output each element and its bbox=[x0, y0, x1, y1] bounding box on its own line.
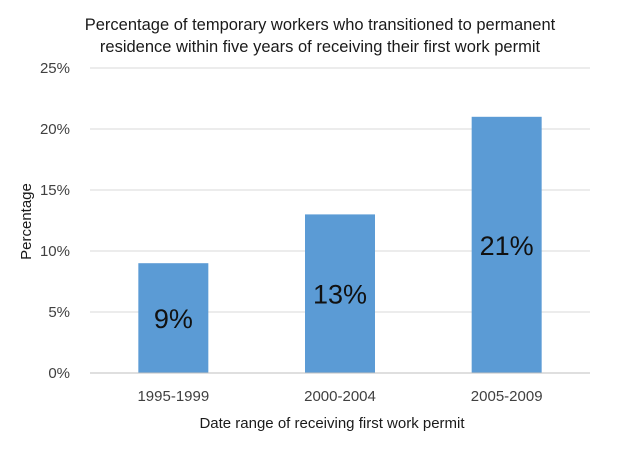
y-tick-label: 20% bbox=[40, 121, 70, 138]
y-tick-label: 10% bbox=[40, 243, 70, 260]
x-axis-title: Date range of receiving first work permi… bbox=[199, 415, 465, 432]
x-tick-label: 2005-2009 bbox=[471, 388, 543, 405]
chart-title-line-1: Percentage of temporary workers who tran… bbox=[84, 16, 556, 34]
x-tick-label: 2000-2004 bbox=[304, 388, 376, 405]
bar bbox=[305, 214, 375, 373]
chart-title-line-2: residence within five years of receiving… bbox=[99, 38, 541, 56]
bar-data-label: 13% bbox=[313, 280, 367, 310]
bar-data-label: 9% bbox=[154, 304, 193, 334]
y-tick-label: 25% bbox=[40, 60, 70, 77]
y-tick-label: 5% bbox=[48, 304, 70, 321]
bar bbox=[471, 116, 542, 374]
y-axis-title: Percentage bbox=[18, 183, 35, 260]
y-tick-label: 0% bbox=[48, 365, 70, 382]
bar bbox=[138, 263, 209, 373]
x-tick-label: 1995-1999 bbox=[137, 388, 209, 405]
y-tick-label: 15% bbox=[40, 182, 70, 199]
bar-data-label: 21% bbox=[480, 231, 534, 261]
